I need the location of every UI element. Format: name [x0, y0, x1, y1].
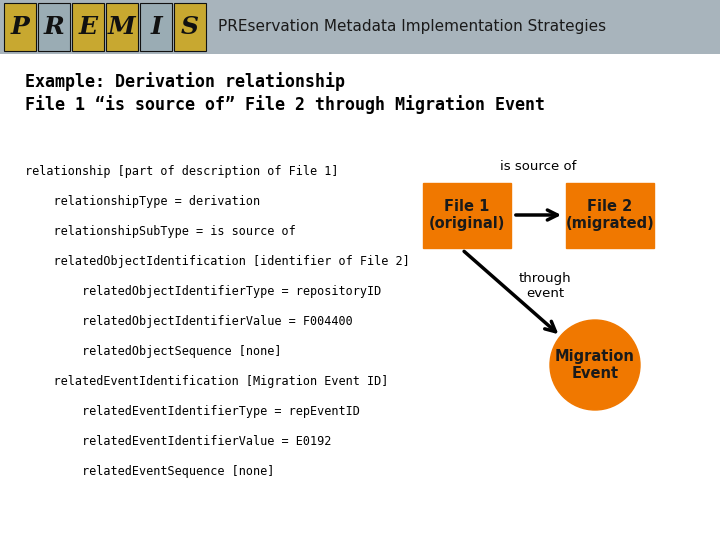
Text: relatedEventIdentifierType = repEventID: relatedEventIdentifierType = repEventID	[25, 405, 360, 418]
Bar	[0, 0, 720, 54]
Text: Example: Derivation relationship: Example: Derivation relationship	[25, 72, 345, 91]
Bar	[140, 3, 172, 51]
Text: relatedObjectIdentifierValue = F004400: relatedObjectIdentifierValue = F004400	[25, 315, 353, 328]
Bar	[72, 3, 104, 51]
Bar	[423, 183, 511, 247]
Text: relationshipType = derivation: relationshipType = derivation	[25, 195, 260, 208]
Text: P: P	[11, 15, 30, 39]
Text: relatedEventIdentification [Migration Event ID]: relatedEventIdentification [Migration Ev…	[25, 375, 388, 388]
Text: E: E	[78, 15, 97, 39]
Text: relationshipSubType = is source of: relationshipSubType = is source of	[25, 225, 296, 238]
Text: relationship [part of description of File 1]: relationship [part of description of Fil…	[25, 165, 338, 178]
Text: PREservation Metadata Implementation Strategies: PREservation Metadata Implementation Str…	[218, 19, 606, 35]
Bar	[106, 3, 138, 51]
Text: I: I	[150, 15, 162, 39]
Text: relatedEventIdentifierValue = E0192: relatedEventIdentifierValue = E0192	[25, 435, 331, 448]
Bar	[38, 3, 70, 51]
Bar	[4, 3, 36, 51]
Text: File 1
(original): File 1 (original)	[429, 199, 505, 231]
Text: relatedObjectSequence [none]: relatedObjectSequence [none]	[25, 345, 282, 358]
Circle shape	[550, 320, 640, 410]
Text: File 2
(migrated): File 2 (migrated)	[566, 199, 654, 231]
Text: is source of: is source of	[500, 159, 577, 172]
Text: File 1 “is source of” File 2 through Migration Event: File 1 “is source of” File 2 through Mig…	[25, 95, 545, 114]
Text: relatedEventSequence [none]: relatedEventSequence [none]	[25, 465, 274, 478]
Bar	[566, 183, 654, 247]
Text: relatedObjectIdentifierType = repositoryID: relatedObjectIdentifierType = repository…	[25, 285, 382, 298]
Text: M: M	[108, 15, 136, 39]
Text: S: S	[181, 15, 199, 39]
Bar	[174, 3, 206, 51]
Text: Migration
Event: Migration Event	[555, 349, 635, 381]
Text: relatedObjectIdentification [identifier of File 2]: relatedObjectIdentification [identifier …	[25, 255, 410, 268]
Text: R: R	[44, 15, 64, 39]
Text: through
event: through event	[518, 272, 571, 300]
